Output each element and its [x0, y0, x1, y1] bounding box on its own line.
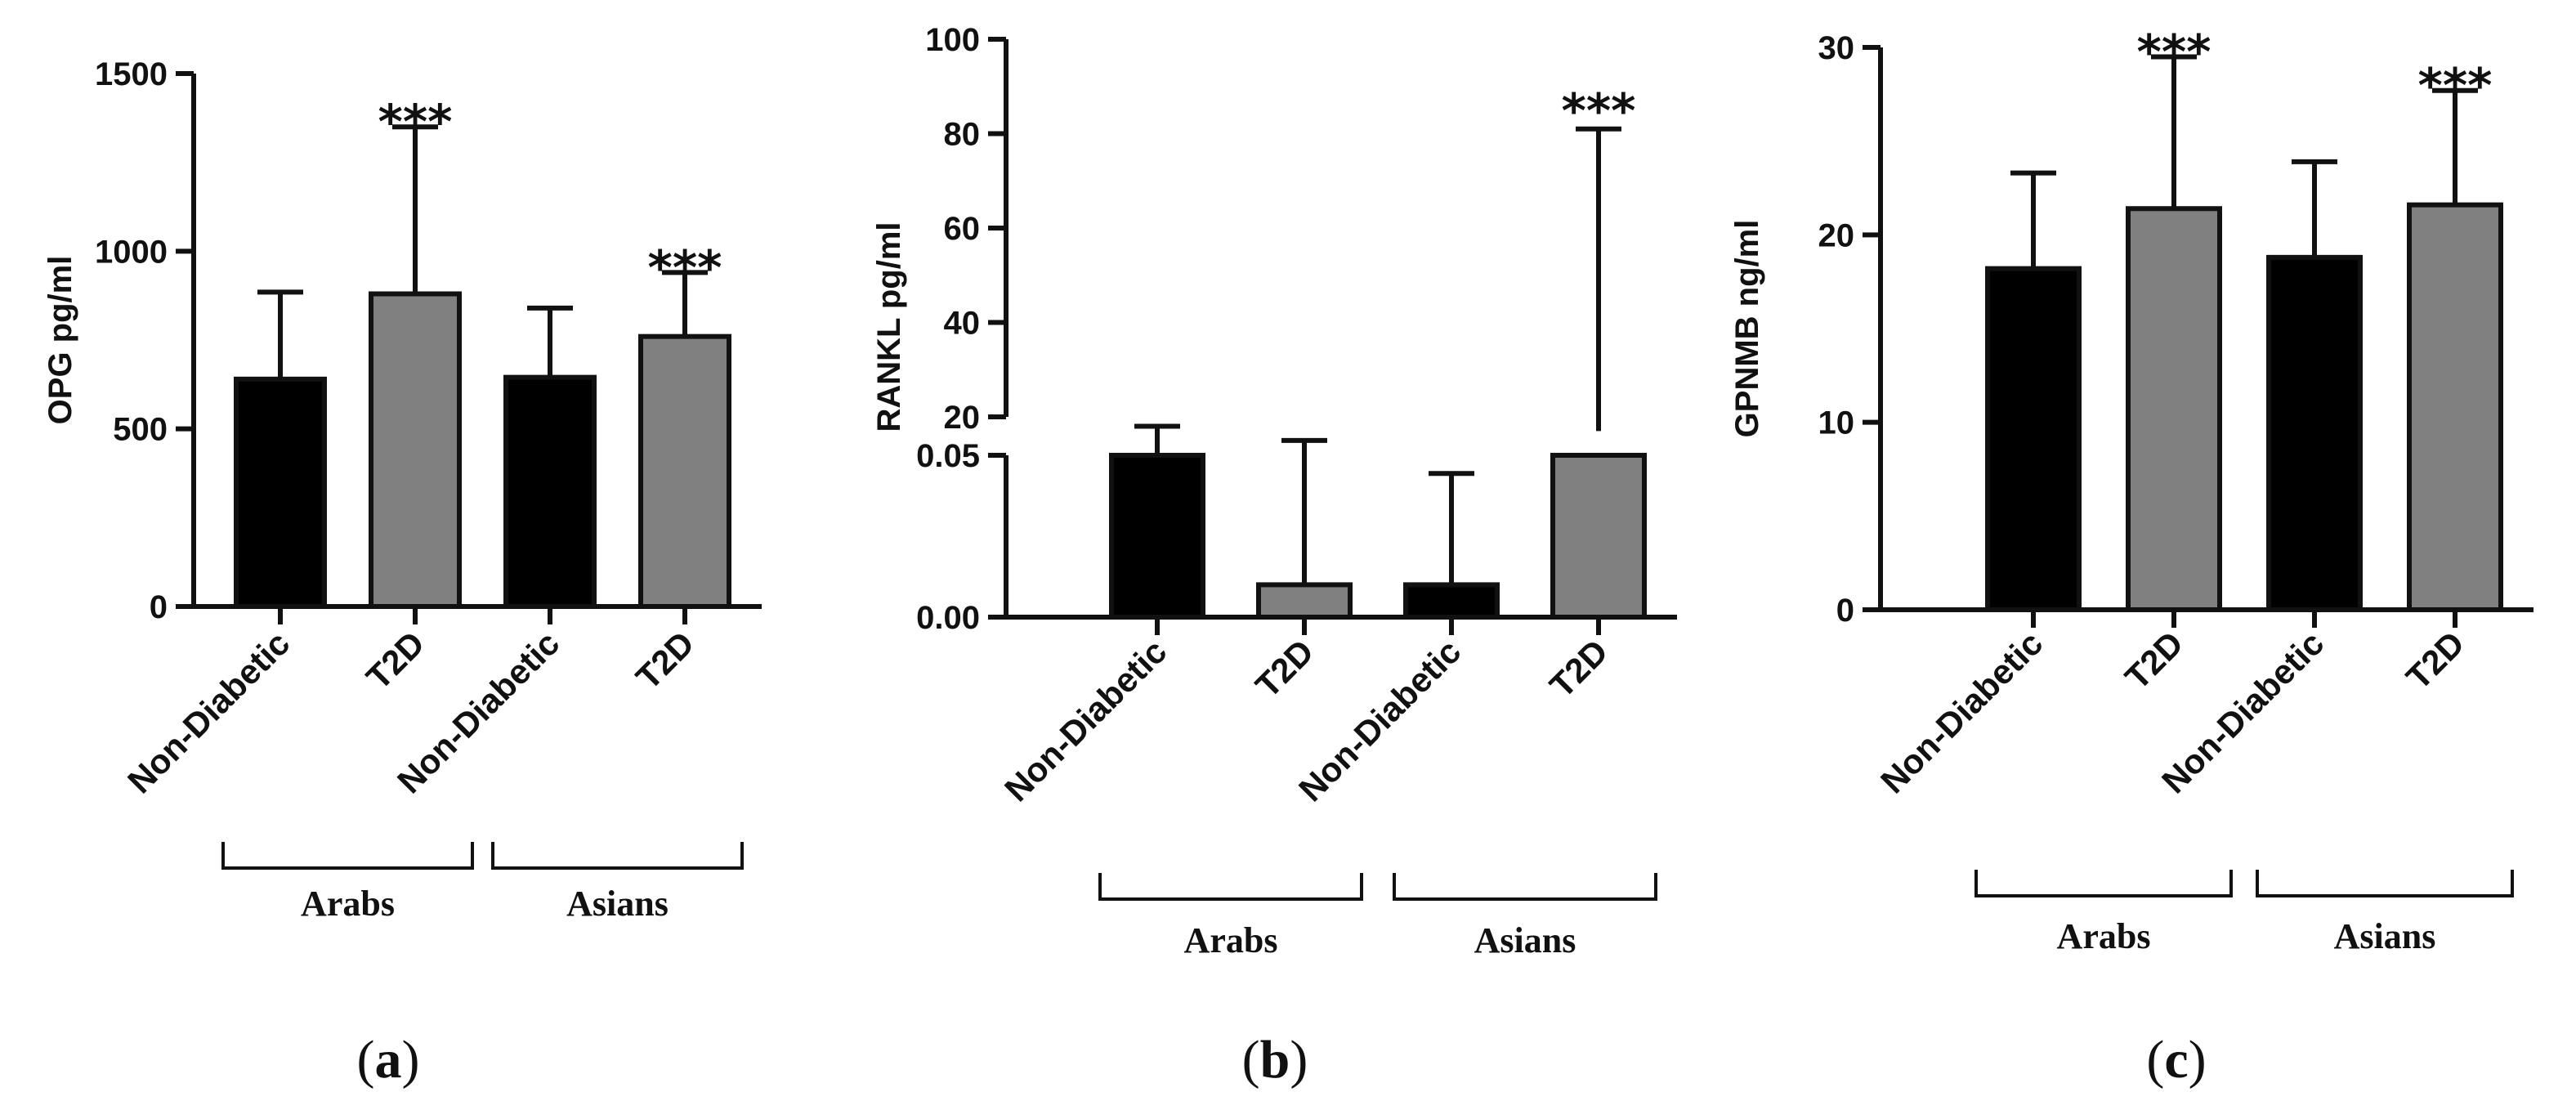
x-tick-label-0-1: T2D: [359, 624, 432, 696]
significance-2-3: ***: [2418, 58, 2493, 114]
y-tick-label-2-0: 0: [1836, 593, 1854, 629]
bar-2-2: [2266, 254, 2363, 612]
x-tick-label-2-0: Non-Diabetic: [1873, 624, 2050, 800]
x-tick-label-2-1: T2D: [2118, 624, 2190, 696]
y-tick-label-0-2: 1000: [95, 234, 168, 270]
panel-label-0: (a): [357, 1030, 420, 1090]
y-tick-label-0-3: 1500: [95, 56, 168, 92]
x-tick-label-0-0: Non-Diabetic: [120, 624, 297, 800]
bar-1-3: [1550, 453, 1647, 620]
bar-1-0: [1109, 453, 1205, 620]
group-bracket-1-0: [1098, 873, 1363, 901]
bar-2-1: [2126, 206, 2222, 613]
y-tick-label-upper-1-1: 40: [944, 306, 981, 342]
y-tick-label-lower-1-1: 0.05: [916, 438, 980, 474]
group-bracket-2-1: [2256, 870, 2514, 897]
x-tick-label-1-0: Non-Diabetic: [997, 632, 1174, 808]
x-tick-label-2-3: T2D: [2399, 624, 2471, 696]
y-tick-label-2-1: 10: [1818, 405, 1855, 441]
group-label-0-1: Asians: [566, 884, 669, 924]
bar-0-2: [503, 374, 597, 609]
significance-1-3: ***: [1562, 83, 1636, 139]
group-label-2-1: Asians: [2334, 916, 2436, 956]
group-label-1-0: Arabs: [1184, 920, 1278, 960]
y-tick-label-lower-1-0: 0.00: [916, 600, 980, 636]
group-label-1-1: Asians: [1474, 920, 1576, 960]
y-axis-title-1: RANKL pg/ml: [871, 222, 907, 432]
x-tick-label-1-3: T2D: [1542, 632, 1615, 705]
group-bracket-2-0: [1974, 870, 2233, 897]
y-tick-label-2-2: 20: [1818, 217, 1855, 253]
y-axis-title-0: OPG pg/ml: [42, 256, 78, 425]
x-tick-label-1-1: T2D: [1248, 632, 1321, 705]
bar-1-2: [1403, 582, 1500, 620]
bar-2-3: [2407, 202, 2503, 612]
group-bracket-1-1: [1393, 873, 1657, 901]
y-axis-title-2: GPNMB ng/ml: [1729, 220, 1765, 438]
y-tick-label-0-1: 500: [113, 412, 168, 448]
y-tick-label-upper-1-0: 20: [944, 400, 981, 436]
panel-label-1: (b): [1242, 1030, 1308, 1090]
bar-0-1: [369, 291, 462, 609]
y-tick-label-upper-1-2: 60: [944, 211, 981, 247]
significance-0-3: ***: [648, 239, 722, 295]
significance-0-1: ***: [378, 94, 453, 150]
group-label-0-0: Arabs: [301, 884, 395, 924]
bar-2-0: [1985, 266, 2082, 612]
bar-0-3: [638, 333, 731, 609]
chart-panel-0: *** *** 0 500 1000 1500 OPG pg/ml Non-Diabetic T…: [42, 56, 762, 1090]
panel-label-2: (c): [2146, 1030, 2206, 1090]
y-tick-label-2-3: 30: [1818, 30, 1855, 66]
x-tick-label-0-3: T2D: [628, 624, 701, 696]
y-tick-label-0-0: 0: [150, 589, 168, 625]
group-label-2-0: Arabs: [2057, 916, 2151, 956]
bar-0-0: [234, 376, 327, 609]
group-bracket-0-0: [221, 842, 474, 870]
significance-2-1: ***: [2137, 24, 2212, 79]
bar-1-1: [1256, 582, 1353, 620]
group-bracket-0-1: [491, 842, 744, 870]
y-tick-label-upper-1-3: 80: [944, 117, 981, 153]
y-tick-label-upper-1-4: 100: [925, 22, 980, 58]
